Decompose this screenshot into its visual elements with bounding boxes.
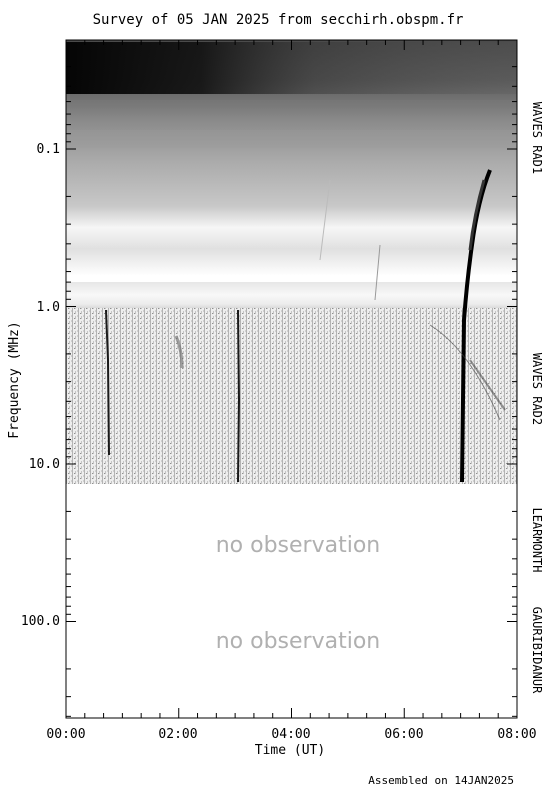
gauribidanur-no-observation: no observation	[216, 629, 381, 654]
panel-label-waves-rad1: WAVES RAD1	[530, 102, 544, 174]
chart-title: Survey of 05 JAN 2025 from secchirh.obsp…	[93, 12, 464, 28]
x-tick-0600: 06:00	[384, 727, 423, 742]
x-axis-ticks	[65, 40, 518, 718]
burst-0705	[460, 169, 492, 483]
panel-label-waves-rad2: WAVES RAD2	[530, 353, 544, 425]
y-tick-10.0: 10.0	[29, 457, 60, 472]
rad2-panel	[66, 308, 517, 484]
panel-label-learmonth: LEARMONTH	[530, 507, 544, 572]
y-axis-label: Frequency (MHz)	[7, 321, 22, 438]
x-tick-0000: 00:00	[46, 727, 85, 742]
assembled-footer: Assembled on 14JAN2025	[368, 774, 514, 787]
learmonth-no-observation: no observation	[216, 533, 381, 558]
y-tick-1.0: 1.0	[37, 300, 60, 315]
x-tick-0200: 02:00	[158, 727, 197, 742]
y-axis-ticks	[66, 66, 517, 717]
burst-0308	[237, 309, 241, 483]
y-tick-0.1: 0.1	[37, 142, 60, 157]
plot-area	[66, 40, 517, 484]
x-axis-label: Time (UT)	[255, 743, 325, 758]
x-tick-0800: 08:00	[497, 727, 536, 742]
burst-0048	[105, 309, 110, 456]
panel-label-gauribidanur: GAURIBIDANUR	[530, 607, 544, 694]
y-tick-100.0: 100.0	[21, 614, 60, 629]
x-tick-0400: 04:00	[271, 727, 310, 742]
